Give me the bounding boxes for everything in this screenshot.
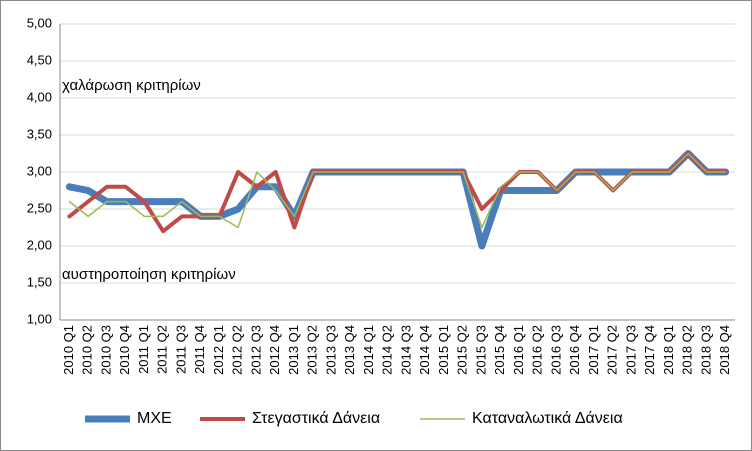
x-tick-label: 2014 Q4 [417,325,432,375]
annotation: αυστηροποίηση κριτηρίων [62,266,236,283]
x-tick-label: 2013 Q3 [323,325,338,375]
x-tick-label: 2014 Q2 [380,325,395,375]
x-tick-label: 2014 Q1 [361,325,376,375]
x-tick-label: 2015 Q3 [473,325,488,375]
y-tick-label: 1,00 [27,311,52,326]
x-tick-label: 2018 Q3 [698,325,713,375]
x-tick-label: 2016 Q4 [567,325,582,375]
x-tick-label: 2013 Q2 [305,325,320,375]
x-tick-label: 2017 Q1 [586,325,601,375]
y-tick-label: 5,00 [27,15,52,30]
x-tick-label: 2018 Q2 [680,325,695,375]
x-tick-label: 2018 Q1 [661,325,676,375]
x-tick-label: 2010 Q1 [61,325,76,375]
x-tick-label: 2013 Q4 [342,325,357,375]
x-tick-label: 2015 Q2 [455,325,470,375]
x-tick-label: 2012 Q1 [211,325,226,375]
x-tick-label: 2011 Q2 [155,325,170,374]
x-tick-label: 2012 Q3 [248,325,263,375]
x-tick-label: 2012 Q2 [230,325,245,375]
y-tick-label: 1,50 [27,274,52,289]
x-tick-label: 2018 Q4 [717,325,732,375]
x-tick-label: 2017 Q2 [605,325,620,375]
legend-label: Στεγαστικά Δάνεια [252,410,380,427]
y-tick-label: 2,50 [27,200,52,215]
x-tick-label: 2012 Q4 [267,325,282,375]
x-tick-label: 2011 Q3 [173,325,188,374]
x-tick-label: 2010 Q4 [117,325,132,375]
x-tick-label: 2014 Q3 [398,325,413,375]
legend-label: Καταναλωτικά Δάνεια [472,410,623,427]
x-tick-label: 2017 Q4 [642,325,657,375]
x-tick-label: 2011 Q1 [136,325,151,374]
y-tick-label: 3,50 [27,126,52,141]
series-line [68,152,727,229]
y-tick-label: 4,50 [27,52,52,67]
x-tick-label: 2010 Q2 [80,325,95,375]
y-tick-label: 3,00 [27,163,52,178]
x-tick-label: 2015 Q4 [492,325,507,375]
y-tick-label: 4,00 [27,89,52,104]
legend-item: Στεγαστικά Δάνεια [200,410,380,427]
x-tick-label: 2011 Q4 [192,325,207,374]
x-tick-label: 2015 Q1 [436,325,451,375]
x-tick-label: 2010 Q3 [98,325,113,375]
y-tick-label: 2,00 [27,237,52,252]
x-tick-label: 2016 Q2 [530,325,545,375]
legend-item: Καταναλωτικά Δάνεια [420,410,623,427]
legend-item: ΜΧΕ [85,410,172,427]
x-tick-label: 2016 Q3 [548,325,563,375]
x-tick-label: 2013 Q1 [286,325,301,375]
annotation: χαλάρωση κριτηρίων [62,77,201,94]
x-tick-label: 2017 Q3 [623,325,638,375]
x-tick-label: 2016 Q1 [511,325,526,375]
legend-label: ΜΧΕ [137,410,172,427]
